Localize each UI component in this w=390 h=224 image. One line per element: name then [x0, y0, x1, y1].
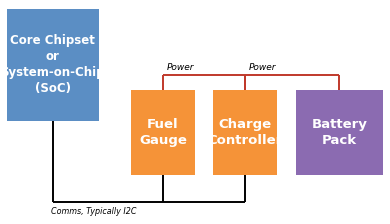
Text: Core Chipset
or
System-on-Chip
(SoC): Core Chipset or System-on-Chip (SoC)	[1, 34, 105, 95]
FancyBboxPatch shape	[131, 90, 195, 175]
Text: Power: Power	[167, 63, 194, 72]
FancyBboxPatch shape	[213, 90, 277, 175]
Text: Comms, Typically I2C: Comms, Typically I2C	[51, 207, 136, 216]
Text: Charge
Controller: Charge Controller	[207, 118, 282, 147]
FancyBboxPatch shape	[7, 9, 99, 121]
Text: Power: Power	[249, 63, 276, 72]
FancyBboxPatch shape	[296, 90, 383, 175]
Text: Fuel
Gauge: Fuel Gauge	[139, 118, 187, 147]
Text: Battery
Pack: Battery Pack	[312, 118, 367, 147]
